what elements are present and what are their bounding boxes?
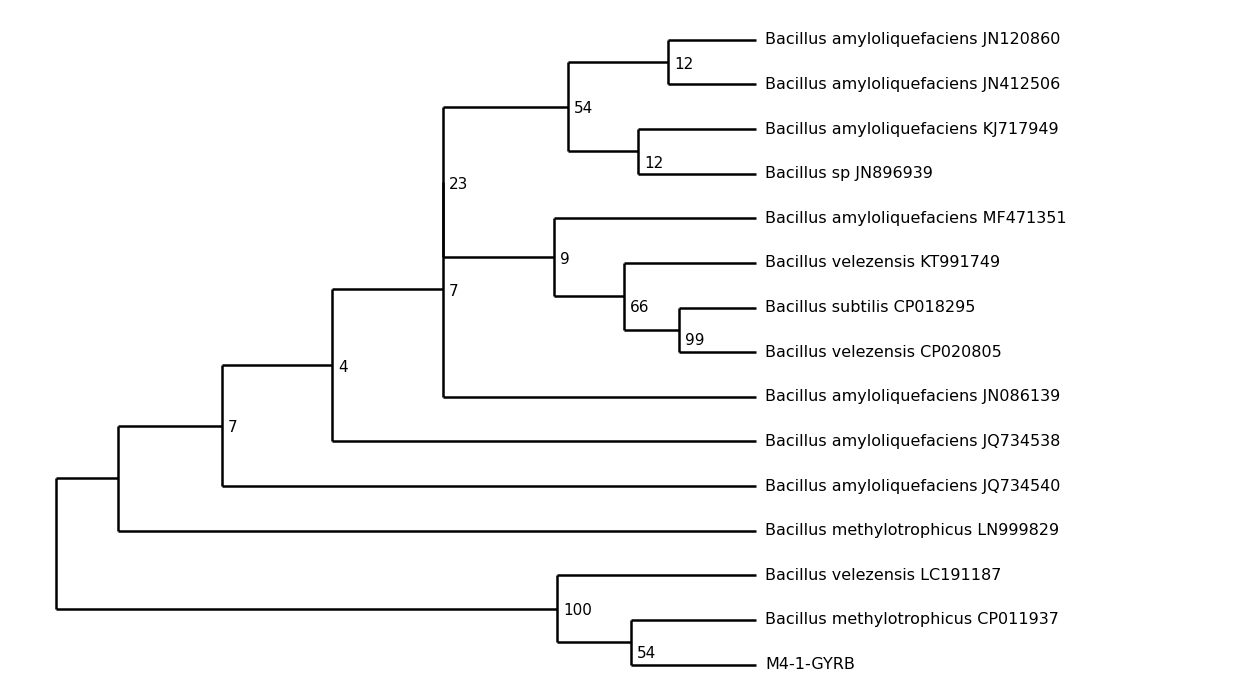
Text: 54: 54 <box>574 102 594 116</box>
Text: Bacillus methylotrophicus LN999829: Bacillus methylotrophicus LN999829 <box>765 523 1059 538</box>
Text: 7: 7 <box>449 284 459 299</box>
Text: Bacillus velezensis CP020805: Bacillus velezensis CP020805 <box>765 344 1002 360</box>
Text: 4: 4 <box>339 360 348 375</box>
Text: Bacillus sp JN896939: Bacillus sp JN896939 <box>765 166 934 181</box>
Text: Bacillus velezensis LC191187: Bacillus velezensis LC191187 <box>765 568 1002 583</box>
Text: 100: 100 <box>563 603 591 619</box>
Text: Bacillus amyloliquefaciens JN086139: Bacillus amyloliquefaciens JN086139 <box>765 389 1060 405</box>
Text: Bacillus amyloliquefaciens JQ734540: Bacillus amyloliquefaciens JQ734540 <box>765 479 1060 493</box>
Text: 7: 7 <box>228 421 237 435</box>
Text: 99: 99 <box>684 333 704 349</box>
Text: Bacillus amyloliquefaciens MF471351: Bacillus amyloliquefaciens MF471351 <box>765 211 1066 226</box>
Text: Bacillus amyloliquefaciens KJ717949: Bacillus amyloliquefaciens KJ717949 <box>765 122 1059 136</box>
Text: 23: 23 <box>449 176 469 192</box>
Text: Bacillus methylotrophicus CP011937: Bacillus methylotrophicus CP011937 <box>765 612 1059 627</box>
Text: Bacillus amyloliquefaciens JN120860: Bacillus amyloliquefaciens JN120860 <box>765 32 1060 48</box>
Text: 12: 12 <box>673 57 693 72</box>
Text: Bacillus subtilis CP018295: Bacillus subtilis CP018295 <box>765 300 976 315</box>
Text: 54: 54 <box>637 646 656 661</box>
Text: 9: 9 <box>559 252 569 267</box>
Text: Bacillus amyloliquefaciens JN412506: Bacillus amyloliquefaciens JN412506 <box>765 77 1060 92</box>
Text: 66: 66 <box>630 300 649 315</box>
Text: M4-1-GYRB: M4-1-GYRB <box>765 657 856 672</box>
Text: Bacillus amyloliquefaciens JQ734538: Bacillus amyloliquefaciens JQ734538 <box>765 434 1060 449</box>
Text: Bacillus velezensis KT991749: Bacillus velezensis KT991749 <box>765 256 1001 270</box>
Text: 12: 12 <box>645 156 663 171</box>
